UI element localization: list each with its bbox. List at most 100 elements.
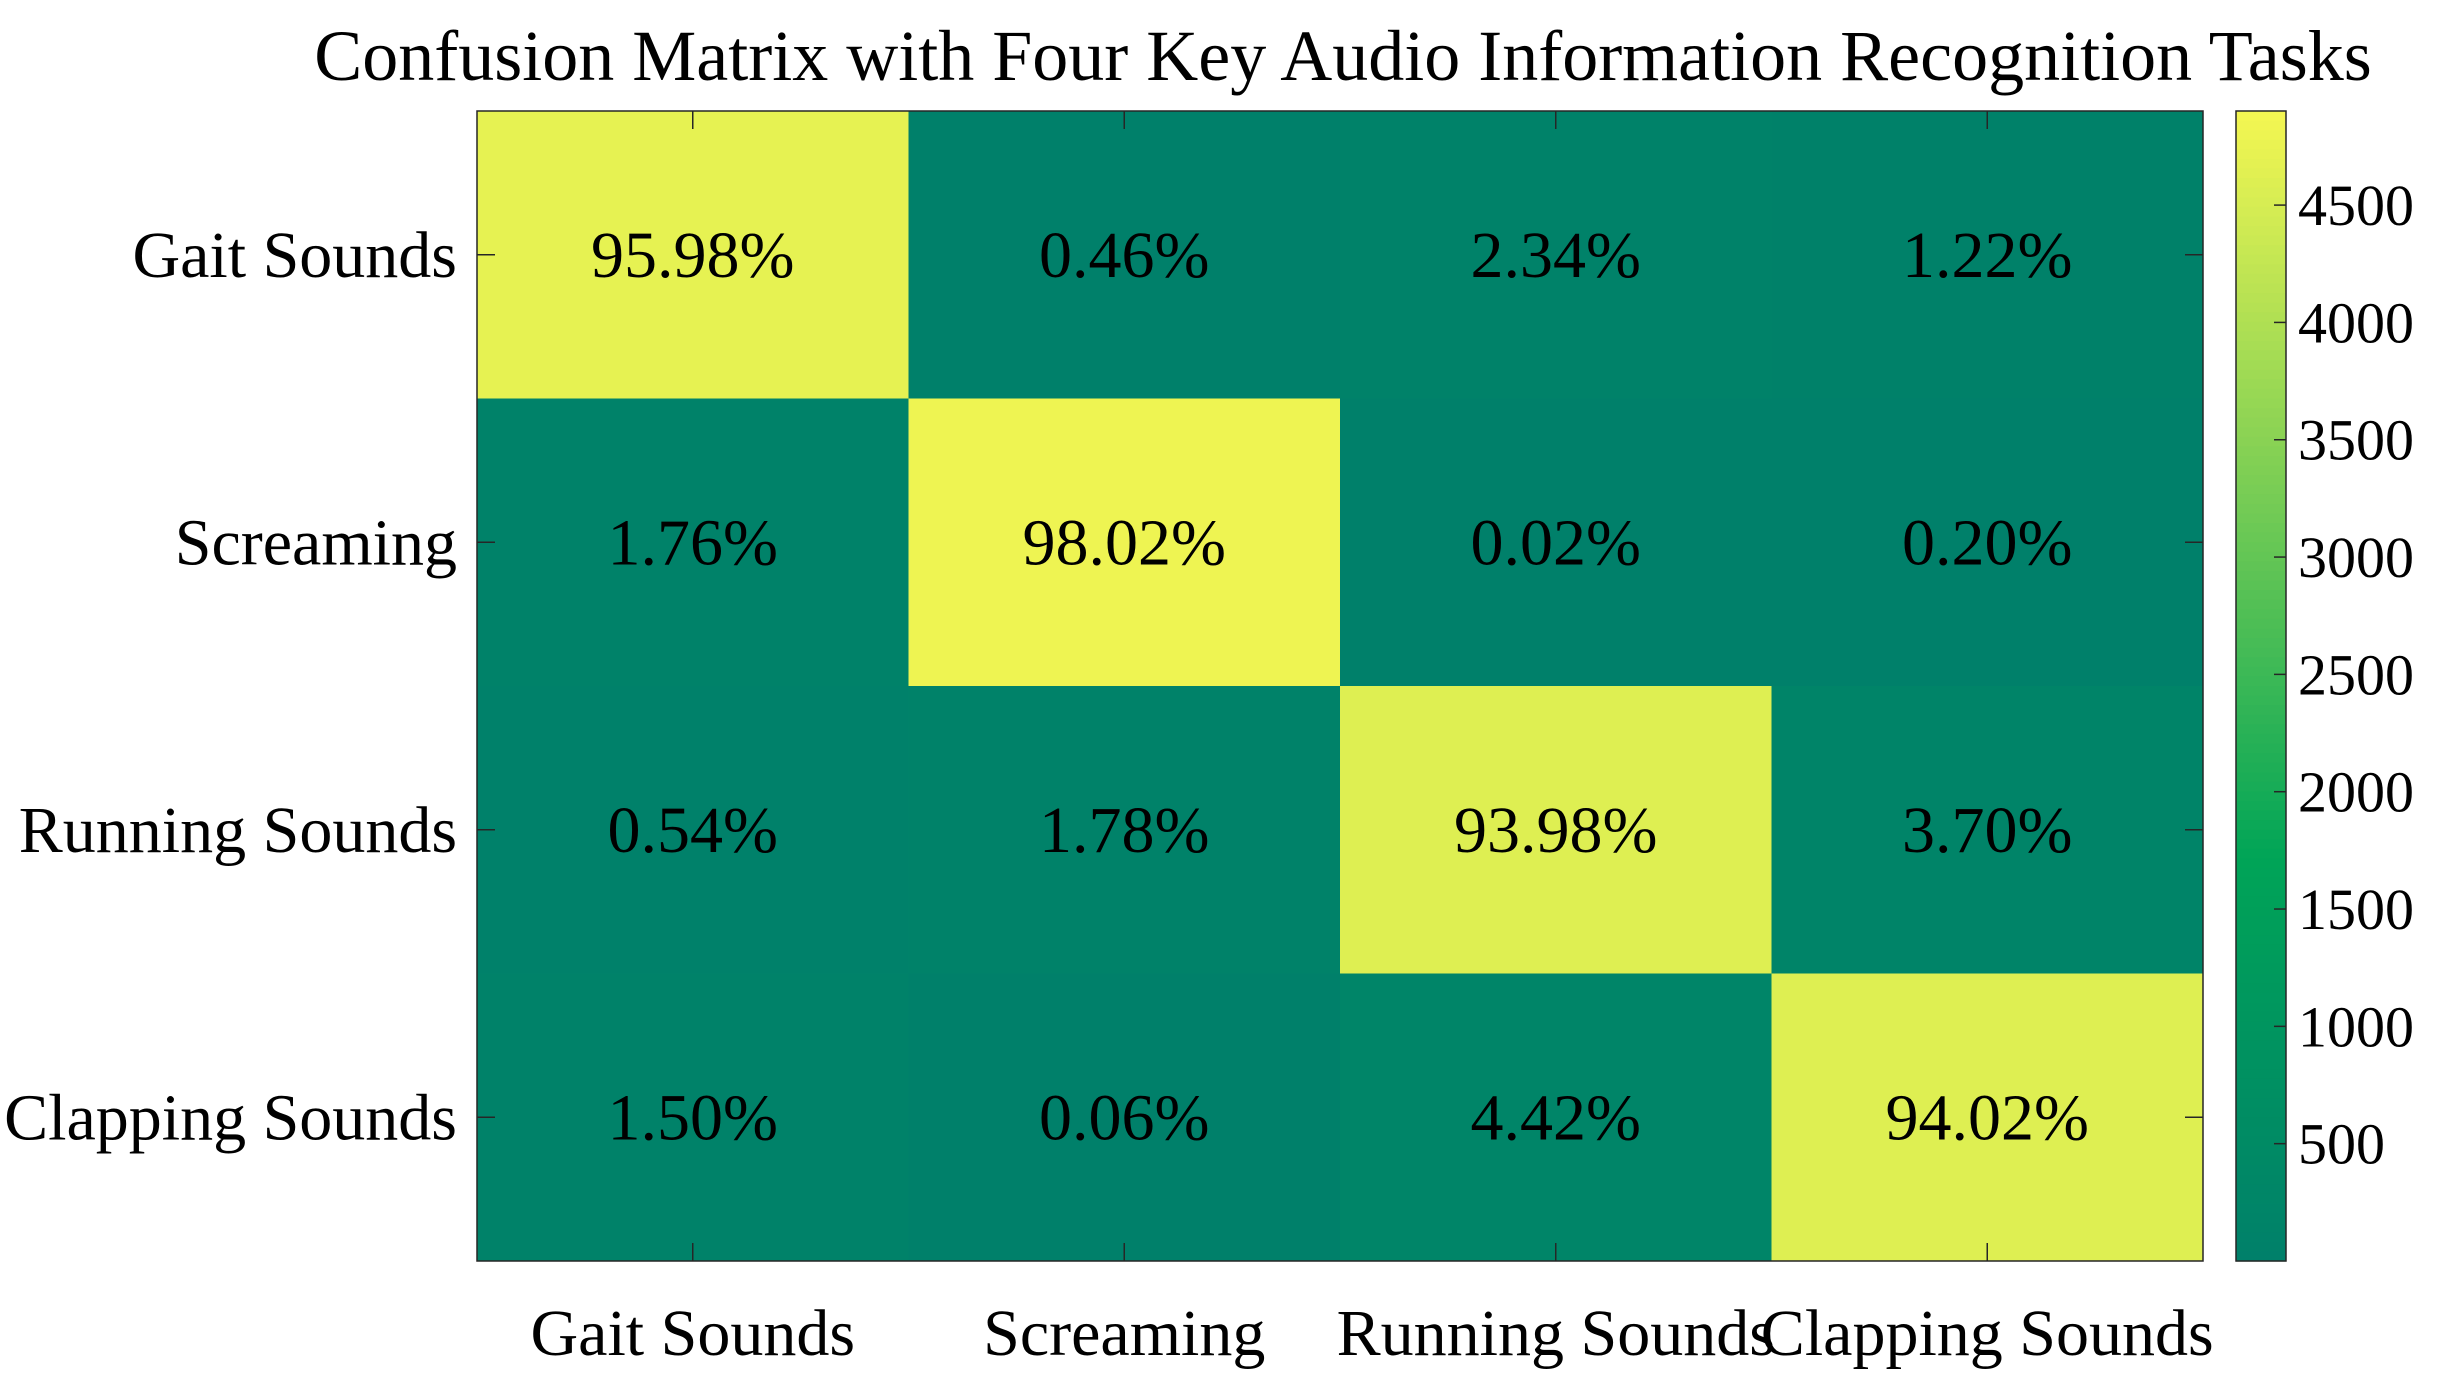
colorbar-segment xyxy=(2236,494,2286,505)
colorbar-segment xyxy=(2236,810,2286,821)
cell-value-label: 95.98% xyxy=(591,219,794,292)
colorbar-segment xyxy=(2236,197,2286,208)
x-tick-label: Clapping Sounds xyxy=(1761,1297,2214,1370)
colorbar-segment xyxy=(2236,1088,2286,1099)
heatmap-cell xyxy=(1771,398,2204,687)
colorbar-segment xyxy=(2236,369,2286,380)
colorbar-segment xyxy=(2236,896,2286,908)
colorbar-segment xyxy=(2236,226,2286,237)
heatmap-cell xyxy=(1340,398,1772,687)
x-tick-label: Screaming xyxy=(983,1297,1265,1370)
heatmap-cell xyxy=(1340,111,1772,399)
colorbar-segment xyxy=(2236,628,2286,639)
colorbar-segment xyxy=(2236,408,2286,419)
colorbar-segment xyxy=(2236,858,2286,869)
colorbar-segment xyxy=(2236,638,2286,649)
colorbar-segment xyxy=(2236,781,2286,793)
heatmap-cell xyxy=(908,111,1341,399)
colorbar-segment xyxy=(2236,130,2286,141)
colorbar-segment xyxy=(2236,666,2286,678)
colorbar-segment xyxy=(2236,705,2286,716)
colorbar-segment xyxy=(2236,360,2286,371)
cell-value-label: 0.20% xyxy=(1902,506,2072,579)
colorbar-segment xyxy=(2236,1031,2286,1042)
colorbar-segment xyxy=(2236,293,2286,304)
colorbar-segment xyxy=(2236,733,2286,745)
heatmap-cell xyxy=(908,686,1341,974)
colorbar-segment xyxy=(2236,686,2286,697)
colorbar-segment xyxy=(2236,436,2286,448)
colorbar-segment xyxy=(2236,503,2286,515)
colorbar-segment xyxy=(2236,235,2286,246)
colorbar-segment xyxy=(2236,1193,2286,1205)
colorbar-segment xyxy=(2236,599,2286,610)
cell-value-label: 93.98% xyxy=(1454,794,1657,867)
colorbar-tick-label: 1000 xyxy=(2298,994,2414,1059)
colorbar-segment xyxy=(2236,1165,2286,1176)
heatmap-axes xyxy=(476,110,2204,1262)
colorbar-segment xyxy=(2236,772,2286,783)
colorbar-segment xyxy=(2236,1174,2286,1185)
cell-value-label: 1.22% xyxy=(1902,219,2072,292)
heatmap-cell xyxy=(477,686,909,974)
x-tick-labels: Gait Sounds Screaming Running SoundsClappi… xyxy=(530,1297,2213,1370)
colorbar-segment xyxy=(2236,916,2286,927)
colorbar-segment xyxy=(2236,523,2286,534)
plot-frame xyxy=(476,110,2204,1262)
cell-value-label: 0.46% xyxy=(1039,219,1209,292)
cell-value-label: 2.34% xyxy=(1471,219,1641,292)
colorbar-segment xyxy=(2236,839,2286,850)
colorbar-segment xyxy=(2236,743,2286,754)
colorbar-segment xyxy=(2236,801,2286,812)
colorbar-segment xyxy=(2236,590,2286,601)
colorbar-segment xyxy=(2236,954,2286,965)
cell-value-label: 4.42% xyxy=(1471,1081,1641,1154)
colorbar-segment xyxy=(2236,647,2286,658)
colorbar-segment xyxy=(2236,158,2286,170)
colorbar-segment xyxy=(2236,475,2286,486)
colorbar-segment xyxy=(2236,1069,2286,1080)
colorbar-tick-label: 2000 xyxy=(2298,760,2414,825)
heatmap-cell xyxy=(477,973,909,1262)
colorbar-segment xyxy=(2236,111,2286,122)
heatmap-cell xyxy=(477,398,909,687)
colorbar-segment xyxy=(2236,149,2286,160)
colorbar-segment xyxy=(2236,331,2286,342)
y-tick-label: Screaming xyxy=(175,506,457,579)
colorbar-segment xyxy=(2236,714,2286,725)
colorbar-segment xyxy=(2236,762,2286,773)
heatmap-cell xyxy=(1771,973,2204,1262)
colorbar-segment xyxy=(2236,254,2286,265)
colorbar-segment xyxy=(2236,168,2286,179)
colorbar-segment xyxy=(2236,283,2286,294)
cell-value-label: 94.02% xyxy=(1886,1081,2089,1154)
colorbar-segment xyxy=(2236,1203,2286,1214)
colorbar-tick-label: 2500 xyxy=(2298,642,2414,707)
cell-value-label: 1.50% xyxy=(608,1081,778,1154)
colorbar-segment xyxy=(2236,1059,2286,1070)
cell-value-label: 0.02% xyxy=(1471,506,1641,579)
colorbar-segment xyxy=(2236,388,2286,400)
colorbar-segment xyxy=(2236,1251,2286,1262)
colorbar-segment xyxy=(2236,341,2286,352)
colorbar-segment xyxy=(2236,484,2286,495)
colorbar-segment xyxy=(2236,561,2286,572)
y-tick-label: Gait Sounds xyxy=(132,219,457,292)
cell-value-label: 1.76% xyxy=(608,506,778,579)
colorbar-segment xyxy=(2236,791,2286,802)
colorbar-segment xyxy=(2236,1050,2286,1061)
chart-title: Confusion Matrix with Four Key Audio Inf… xyxy=(314,16,2371,96)
colorbar-segment xyxy=(2236,753,2286,764)
colorbar-segment xyxy=(2236,1098,2286,1109)
colorbar-segment xyxy=(2236,1078,2286,1090)
y-tick-label: Running Sounds xyxy=(19,794,457,867)
colorbar-segment xyxy=(2236,1011,2286,1023)
colorbar-segment xyxy=(2236,1126,2286,1138)
colorbar-segment xyxy=(2236,973,2286,984)
colorbar-segment xyxy=(2236,724,2286,735)
cell-value-label: 0.54% xyxy=(608,794,778,867)
colorbar-segment xyxy=(2236,887,2286,898)
colorbar-segment xyxy=(2236,302,2286,313)
colorbar-segment xyxy=(2236,676,2286,687)
